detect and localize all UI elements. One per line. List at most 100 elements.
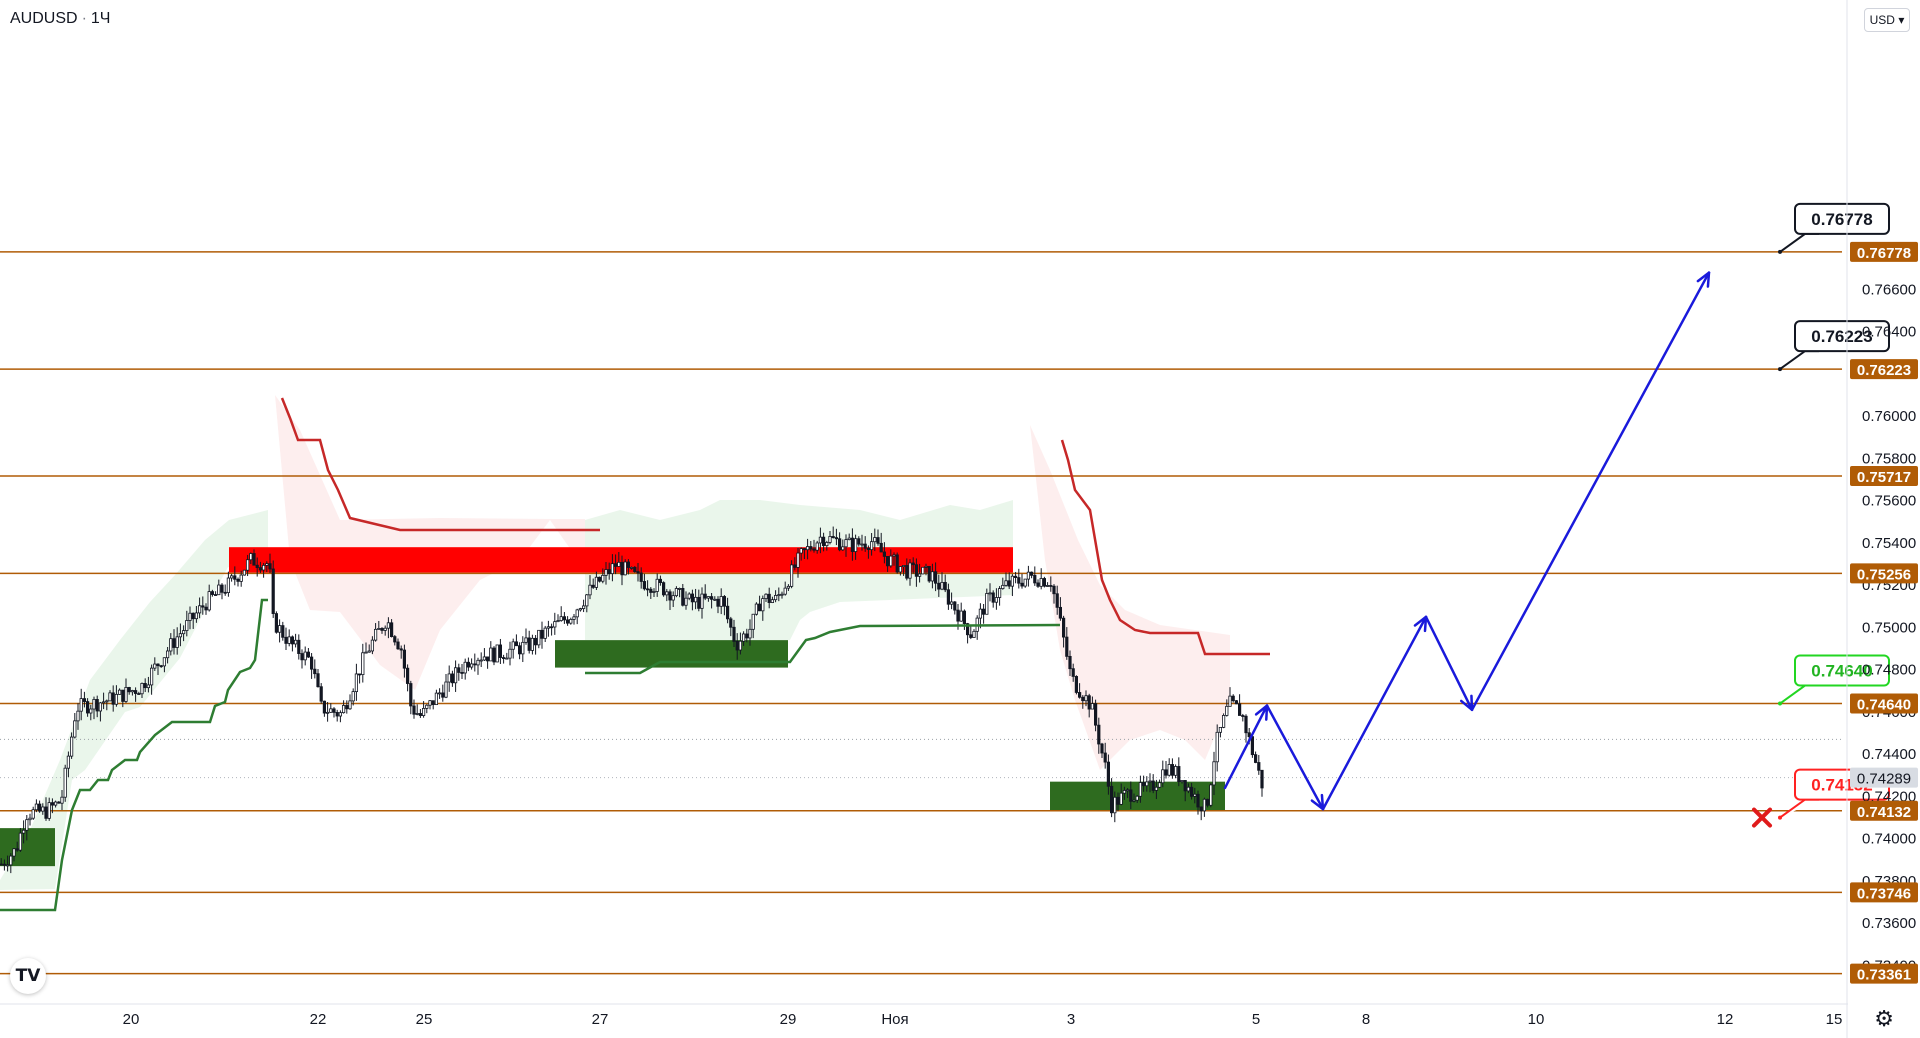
candle	[636, 563, 640, 582]
candle-down	[393, 636, 397, 643]
candle	[530, 634, 535, 655]
candle	[217, 579, 221, 596]
title-separator: ·	[81, 10, 87, 27]
candle	[213, 591, 218, 596]
candle	[892, 552, 896, 566]
candle-up	[972, 630, 976, 638]
candle-up	[1218, 726, 1222, 733]
candle	[857, 536, 861, 547]
candle	[601, 568, 605, 584]
candle-down	[735, 640, 739, 651]
candle-up	[482, 656, 487, 661]
candle	[713, 596, 717, 601]
candle-up	[361, 652, 365, 676]
candle-up	[287, 636, 291, 644]
candle	[1190, 782, 1194, 800]
candle	[50, 798, 55, 814]
callout-label: 0.76778	[1811, 210, 1872, 229]
candle-up	[1145, 781, 1149, 787]
candle	[850, 528, 855, 561]
candle	[633, 566, 637, 573]
candle	[498, 638, 503, 664]
candle-up	[383, 627, 387, 631]
candle-up	[60, 796, 64, 804]
candle-down	[591, 584, 595, 588]
candle	[1074, 675, 1078, 695]
candle-down	[457, 667, 461, 673]
candle	[806, 538, 810, 560]
level-tag-bg	[1850, 466, 1918, 487]
candle	[790, 560, 794, 589]
candle-down	[911, 562, 915, 566]
candle	[444, 673, 448, 699]
candle-down	[745, 633, 749, 639]
candle-down	[498, 644, 503, 658]
candle-down	[710, 596, 714, 600]
candle	[1030, 571, 1034, 579]
candle-up	[1084, 695, 1088, 702]
candle	[508, 641, 512, 666]
candle-down	[1017, 577, 1021, 584]
gear-icon[interactable]: ⚙	[1874, 1006, 1894, 1031]
candle	[838, 532, 842, 552]
y-tick-label: 0.74400	[1862, 746, 1916, 763]
x-tick-label: 15	[1826, 1011, 1843, 1028]
x-tick-label: 29	[780, 1011, 797, 1028]
candle	[204, 603, 208, 615]
candle	[66, 751, 70, 778]
candle	[802, 547, 807, 559]
candle-up	[428, 700, 432, 706]
candle	[1094, 699, 1098, 732]
candle	[41, 803, 45, 815]
candle	[1106, 754, 1110, 795]
price-axis[interactable]: 0.76600 0.76400 0.76000 0.75800 0.75600 0.754…	[1846, 0, 1918, 1038]
candle	[930, 563, 935, 589]
candle-down	[812, 548, 816, 551]
candle-up	[325, 711, 330, 714]
candle-up	[54, 801, 58, 806]
candle	[1164, 761, 1168, 779]
candle	[818, 527, 823, 554]
candle-up	[1180, 780, 1184, 783]
candle	[118, 688, 122, 695]
callout-label: 0.76223	[1811, 327, 1872, 346]
candle	[73, 713, 77, 739]
currency-selector[interactable]: USD ▾	[1864, 8, 1910, 32]
symbol-title[interactable]: AUDUSD · 1Ч	[10, 10, 110, 28]
candle	[879, 532, 883, 553]
level-price-tag: 0.76778	[1850, 241, 1918, 262]
candle-down	[646, 588, 650, 591]
candle-up	[524, 637, 528, 643]
candle-up	[207, 591, 211, 611]
candle	[540, 621, 544, 649]
candle-up	[1202, 798, 1206, 812]
candle	[959, 602, 963, 622]
candle-up	[124, 687, 128, 702]
candle	[345, 700, 349, 714]
candle-up	[783, 587, 787, 595]
candle	[1228, 687, 1232, 707]
candle-down	[309, 656, 314, 670]
trend-indicator	[0, 397, 1270, 912]
candle-down	[562, 616, 567, 621]
candle	[434, 689, 439, 706]
candle-up	[425, 704, 429, 709]
candle	[249, 552, 253, 565]
callout-target: 0.76223	[1778, 320, 1890, 372]
candle	[268, 553, 272, 573]
candle	[1046, 582, 1050, 587]
candle	[495, 644, 499, 663]
candle-up	[985, 593, 989, 615]
candle-up	[751, 613, 755, 630]
candle	[1234, 700, 1238, 705]
time-axis[interactable]: 20 22 25 27 29 Ноя 3 5 8 10 12 15	[0, 1003, 1848, 1028]
candle-down	[1110, 785, 1114, 814]
tradingview-logo-icon[interactable]: TV	[10, 958, 46, 994]
candle	[575, 608, 579, 625]
candle-down	[1257, 762, 1261, 771]
candle-up	[261, 564, 266, 571]
candle	[306, 648, 311, 658]
candle-up	[98, 702, 102, 712]
candle-down	[271, 568, 275, 614]
